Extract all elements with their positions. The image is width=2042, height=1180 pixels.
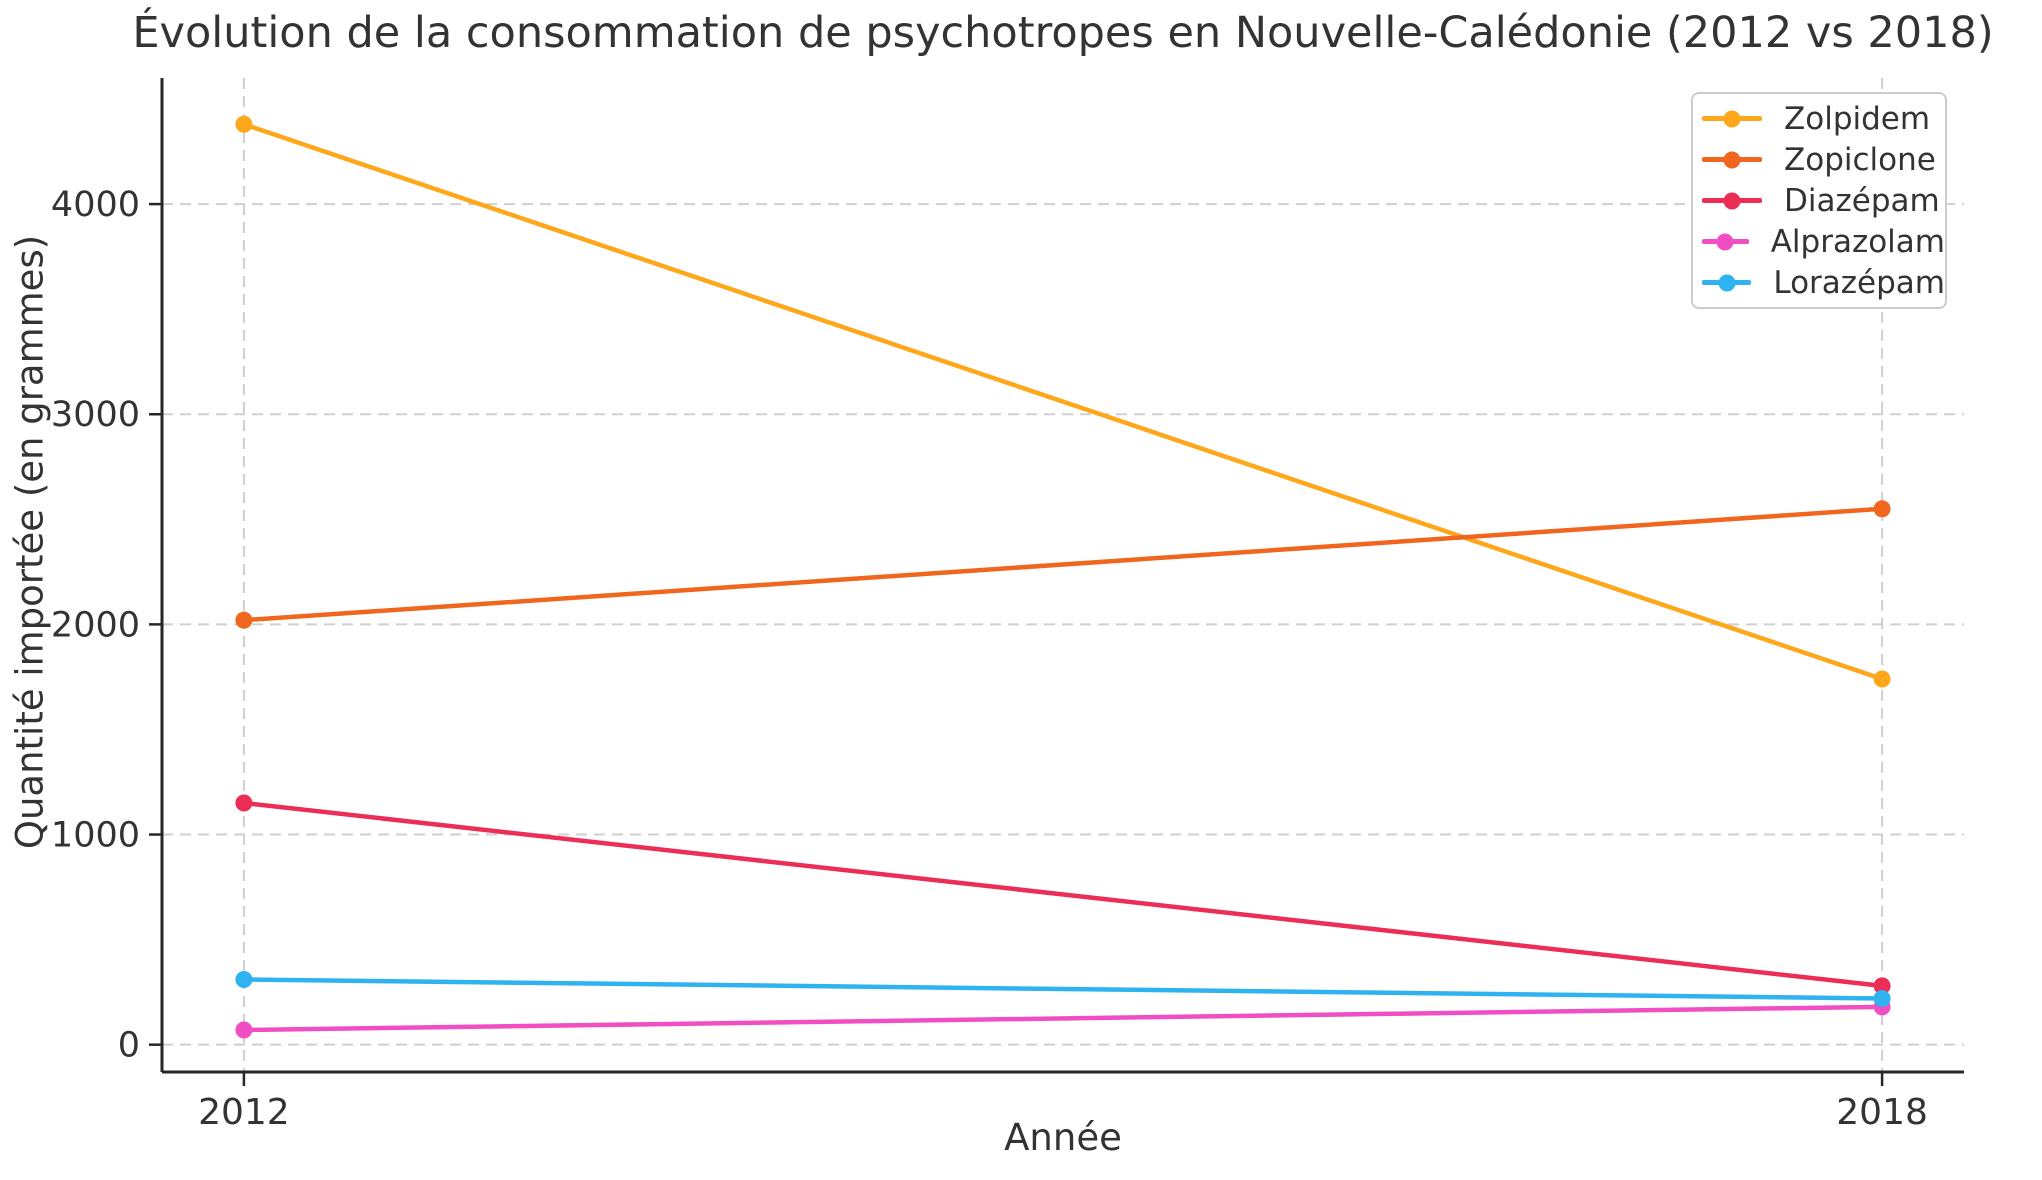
point-lorazepam-2018 (1873, 989, 1891, 1007)
series-line-diazepam (241, 800, 1885, 989)
legend-swatch-zolpidem (1702, 110, 1762, 127)
x-tick-label-2018: 2018 (1836, 1092, 1928, 1133)
y-tick-label-4000: 4000 (51, 185, 140, 225)
y-tick-label-1000: 1000 (51, 816, 140, 856)
legend-marker-zolpidem-icon (1723, 110, 1741, 127)
legend-marker-zopiclone-icon (1723, 151, 1741, 168)
legend-label: Zolpidem (1784, 100, 1931, 137)
series-line-lorazepam (241, 977, 1885, 1001)
point-diazepam-2018 (1873, 977, 1891, 995)
x-axis-label: Année (1004, 1116, 1122, 1159)
legend-label: Zopiclone (1784, 141, 1936, 178)
legend-item-zolpidem: Zolpidem (1693, 99, 1945, 139)
legend-swatch-diazepam (1702, 192, 1762, 209)
legend-marker-alprazolam-icon (1716, 233, 1734, 250)
point-zopiclone-2018 (1873, 500, 1891, 518)
point-zolpidem-2012 (235, 115, 253, 133)
series-line-zopiclone (241, 506, 1885, 623)
y-axis-label: Quantité importée (en grammes) (8, 234, 52, 850)
legend-label: Lorazépam (1773, 264, 1945, 301)
legend-marker-lorazepam-icon (1718, 274, 1736, 291)
legend-item-zopiclone: Zopiclone (1693, 140, 1945, 180)
y-tick-label-2000: 2000 (51, 605, 140, 645)
point-zolpidem-2018 (1873, 670, 1891, 688)
legend-swatch-alprazolam (1702, 233, 1749, 250)
chart-title: Évolution de la consommation de psychotr… (132, 8, 1994, 58)
legend-swatch-lorazepam (1702, 274, 1752, 291)
point-diazepam-2012 (235, 794, 253, 812)
legend-label: Alprazolam (1770, 223, 1945, 260)
series-line-zolpidem (241, 121, 1885, 682)
x-tick-label-2012: 2012 (198, 1092, 290, 1133)
legend-item-alprazolam: Alprazolam (1693, 222, 1945, 262)
y-tick-label-0: 0 (118, 1026, 140, 1066)
point-lorazepam-2012 (235, 971, 253, 989)
legend-item-diazepam: Diazépam (1693, 181, 1945, 221)
point-zopiclone-2012 (235, 611, 253, 629)
point-alprazolam-2012 (235, 1021, 253, 1039)
legend-item-lorazepam: Lorazépam (1693, 263, 1945, 303)
legend-marker-diazepam-icon (1723, 192, 1741, 209)
legend-label: Diazépam (1784, 182, 1940, 219)
legend: Zolpidem Zopiclone Diazépam Alprazolam L… (1691, 92, 1947, 309)
series-line-alprazolam (241, 1004, 1885, 1033)
y-tick-label-3000: 3000 (51, 395, 140, 435)
legend-swatch-zopiclone (1702, 151, 1762, 168)
